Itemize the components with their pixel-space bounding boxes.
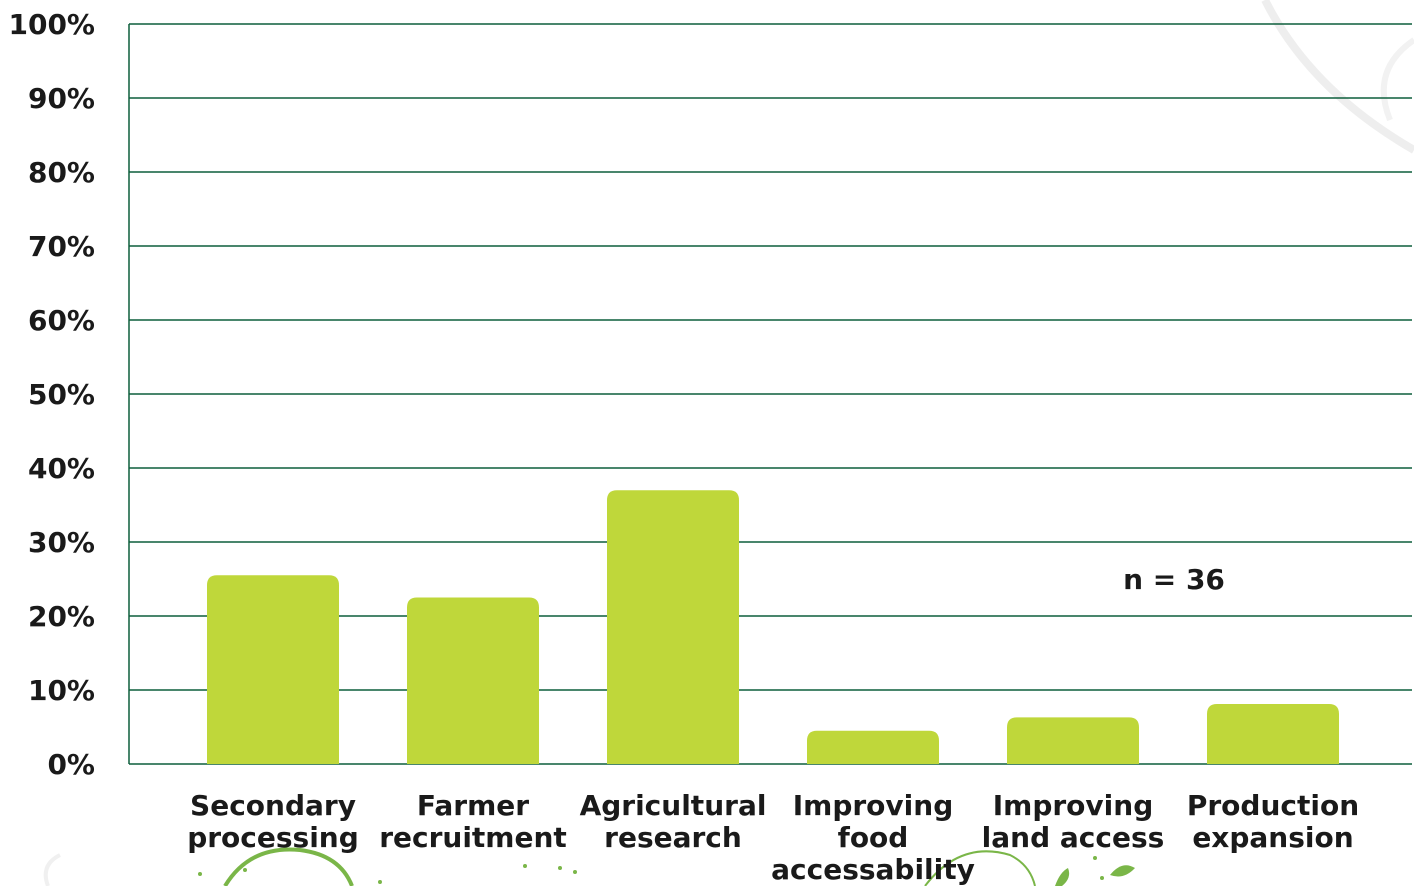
swirl-bottom-left [223, 847, 354, 888]
bar [607, 490, 739, 764]
y-tick-label: 20% [28, 600, 95, 633]
leaf-icon [1110, 865, 1135, 877]
bar [807, 730, 939, 764]
sample-size-annotation: n = 36 [1123, 563, 1225, 596]
decor-dot [243, 868, 247, 872]
leaf-icon [1055, 868, 1070, 886]
y-tick-label: 60% [28, 304, 95, 337]
y-tick-label: 0% [47, 748, 95, 781]
swirl-bottom-left-faint [43, 853, 61, 887]
swirl-top-right-inner [1380, 37, 1414, 122]
y-tick-label: 50% [28, 378, 95, 411]
y-tick-label: 10% [28, 674, 95, 707]
decor-dot [523, 864, 527, 868]
bar [1207, 704, 1339, 764]
bar [407, 597, 539, 764]
y-tick-label: 30% [28, 526, 95, 559]
x-tick-label: Agricultural research [580, 789, 767, 854]
y-tick-label: 100% [8, 8, 95, 41]
bar [207, 575, 339, 764]
background-swirl-decoration [43, 0, 1414, 888]
bars [207, 490, 1339, 764]
decor-dot [558, 866, 562, 870]
gridlines [128, 23, 1412, 765]
y-tick-label: 80% [28, 156, 95, 189]
swirl-bottom-center [924, 850, 1036, 887]
x-tick-label: Secondary processing [187, 789, 359, 854]
bar [1007, 717, 1139, 764]
decor-dot [1100, 876, 1104, 880]
y-tick-label: 40% [28, 452, 95, 485]
y-axis-tick-labels: 0% 10% 20% 30% 40% 50% 60% 70% 80% 90% 100% [8, 8, 95, 781]
x-tick-label: Improving food accessability [771, 789, 975, 886]
y-tick-label: 90% [28, 82, 95, 115]
decor-dot [573, 870, 577, 874]
swirl-top-right [1261, 0, 1414, 154]
x-tick-label: Improving land access [982, 789, 1165, 854]
x-tick-label: Farmer recruitment [379, 789, 567, 854]
decor-dot [1093, 856, 1097, 860]
x-axis-category-labels: Secondary processing Farmer recruitmentAgri… [187, 789, 1359, 886]
decor-dot [378, 880, 382, 884]
y-tick-label: 70% [28, 230, 95, 263]
x-tick-label: Production expansion [1187, 789, 1359, 854]
decor-dot [198, 872, 202, 876]
